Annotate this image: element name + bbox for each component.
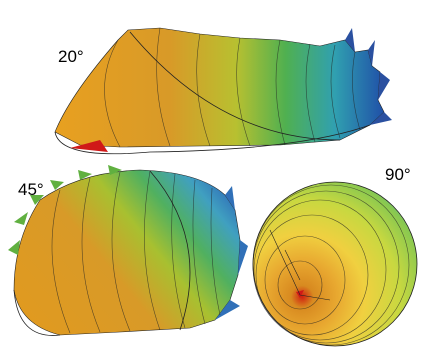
panel-label: 20° (58, 47, 84, 66)
panel-label: 45° (18, 180, 44, 199)
surface (14, 170, 240, 335)
panel-20: 20° (55, 28, 392, 154)
figure: 20° 45° 90° (0, 0, 425, 349)
panel-45: 45° (8, 165, 248, 335)
panel-90: 90° (253, 165, 417, 346)
panel-label: 90° (385, 165, 411, 184)
